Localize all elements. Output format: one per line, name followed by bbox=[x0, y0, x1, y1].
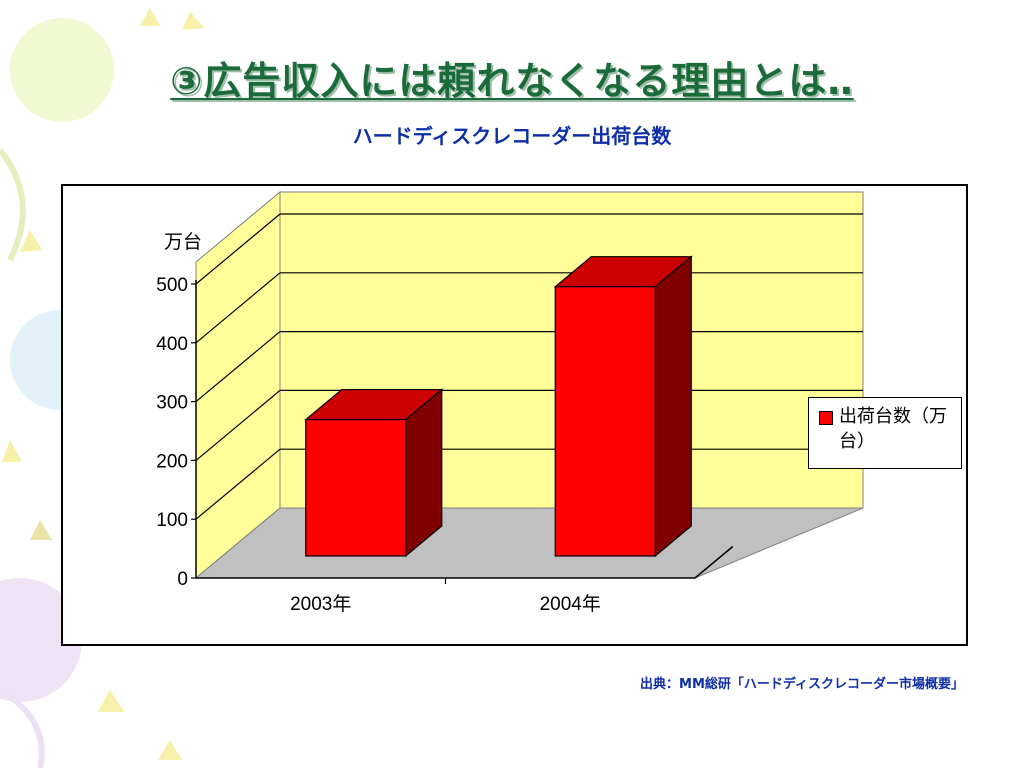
decor-triangle bbox=[30, 520, 52, 540]
chart-floor bbox=[194, 507, 864, 579]
decor-triangle bbox=[140, 8, 160, 26]
gridline bbox=[195, 389, 281, 461]
decor-triangle bbox=[158, 740, 182, 760]
gridline bbox=[195, 331, 281, 403]
y-tick-label: 400 bbox=[156, 334, 188, 355]
gridline bbox=[195, 213, 281, 285]
chart-legend: 出荷台数（万台） bbox=[808, 397, 962, 469]
y-tick-label: 300 bbox=[156, 393, 188, 414]
decor-triangle bbox=[98, 690, 124, 712]
source-note: 出典：MM総研「ハードディスクレコーダー市場概要」 bbox=[640, 677, 964, 692]
slide-title: ③広告収入には頼れなくなる理由とは‥ bbox=[170, 59, 854, 103]
decor-ribbon bbox=[0, 148, 26, 262]
x-tick-label: 2003年 bbox=[290, 593, 351, 615]
bar bbox=[554, 286, 656, 557]
decor-triangle bbox=[182, 12, 205, 30]
chart-frame: 0 100 200 300 400 500 2003年 2004年 万台 出荷台数（万台） bbox=[61, 184, 968, 646]
y-axis-unit-label: 万台 bbox=[164, 231, 202, 253]
bar bbox=[305, 418, 407, 557]
x-tick-label: 2004年 bbox=[540, 593, 601, 615]
x-axis-depth-line bbox=[694, 545, 734, 579]
y-tick-label: 200 bbox=[156, 451, 188, 472]
decor-triangle bbox=[2, 440, 22, 462]
gridline bbox=[195, 272, 281, 344]
decor-balloon-green bbox=[10, 18, 114, 122]
chart-subtitle: ハードディスクレコーダー出荷台数 bbox=[352, 124, 672, 148]
y-tick-label: 500 bbox=[156, 275, 188, 296]
gridline bbox=[195, 448, 281, 520]
legend-swatch bbox=[819, 411, 833, 425]
bar-side-face bbox=[654, 255, 692, 558]
y-tick-label: 0 bbox=[177, 569, 188, 590]
bar-chart: 0 100 200 300 400 500 2003年 2004年 万台 bbox=[156, 190, 864, 615]
bar-side-face bbox=[405, 388, 443, 558]
decor-ribbon bbox=[0, 687, 45, 768]
decor-triangle bbox=[20, 230, 42, 252]
legend-label: 出荷台数（万台） bbox=[839, 406, 947, 452]
y-tick-label: 100 bbox=[156, 510, 188, 531]
